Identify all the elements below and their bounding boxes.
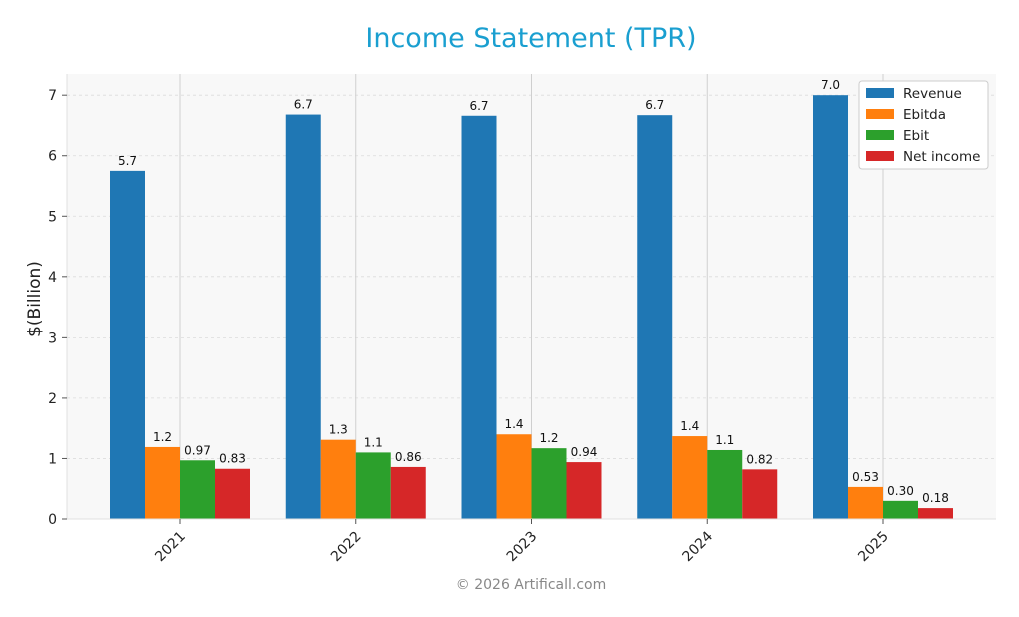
legend-label: Net income [903,149,980,165]
bar-net-income [742,469,778,519]
bar-ebitda [848,486,883,519]
data-label: 1.2 [539,431,558,445]
legend-swatch [866,130,894,140]
legend-label: Revenue [903,86,962,102]
x-axis: 2021 2022 2023 2024 2025 [67,518,996,566]
data-label: 0.30 [887,484,914,498]
x-tick-label: 2025 [855,529,892,566]
data-label: 0.82 [746,452,773,466]
data-label: 1.3 [329,423,348,437]
bar-revenue [110,170,145,520]
chart-title: Income Statement (TPR) [365,23,696,54]
data-label: 1.1 [715,433,734,447]
bar-net-income [566,462,602,519]
data-label: 1.4 [504,417,523,431]
bar-ebit [531,448,567,519]
x-tick-label: 2023 [504,529,541,566]
legend-label: Ebitda [903,107,946,123]
data-label: 5.7 [118,154,137,168]
data-label: 0.86 [395,450,422,464]
x-tick-label: 2021 [152,529,189,566]
y-tick-label: 2 [48,391,57,407]
bar-ebit [355,452,391,519]
bar-ebit [707,449,743,519]
legend-swatch [866,109,894,119]
bar-revenue [813,95,848,519]
data-label: 7.0 [821,78,840,92]
x-tick-label: 2022 [328,529,365,566]
legend-swatch [866,88,894,98]
bar-ebitda [320,439,356,519]
bars [110,95,953,520]
legend-label: Ebit [903,128,929,144]
data-label: 0.94 [571,445,598,459]
bar-ebit [180,460,215,519]
data-label: 6.7 [645,98,664,112]
y-tick-label: 5 [48,209,57,225]
data-label: 6.7 [294,98,313,112]
data-label: 0.53 [852,470,879,484]
data-labels: 5.7 6.7 6.7 6.7 7.0 1.2 1.3 1.4 1.4 0.53 0.97 1.1 1.… [118,78,949,505]
bar-net-income [918,508,953,519]
x-tick-label: 2024 [680,528,717,565]
footer-copyright: © 2026 Artificall.com [456,577,606,593]
data-label: 0.83 [219,452,246,466]
y-tick-label: 0 [48,512,57,528]
data-label: 6.7 [469,99,488,113]
y-tick-label: 3 [48,330,57,346]
bar-net-income [390,466,426,519]
data-label: 0.18 [922,491,949,505]
data-label: 1.4 [680,419,699,433]
bar-ebit [883,500,918,519]
y-tick-label: 7 [48,88,57,104]
bar-revenue [637,115,673,519]
bar-revenue [461,115,497,519]
y-axis-label: $(Billion) [25,261,45,337]
y-tick-label: 1 [48,451,57,467]
legend-box [858,80,989,170]
y-tick-label: 4 [48,270,57,286]
bar-net-income [215,468,250,519]
bar-revenue [285,114,321,519]
bar-ebitda [496,434,532,519]
bar-ebitda [672,436,708,519]
y-axis: 0 1 2 3 4 5 6 7 [48,74,68,528]
y-tick-label: 6 [48,149,57,165]
data-label: 1.2 [153,430,172,444]
data-label: 0.97 [184,443,211,457]
legend: Revenue Ebitda Ebit Net income [858,80,989,170]
legend-swatch [866,151,894,161]
data-label: 1.1 [364,435,383,449]
bar-ebitda [145,446,180,519]
